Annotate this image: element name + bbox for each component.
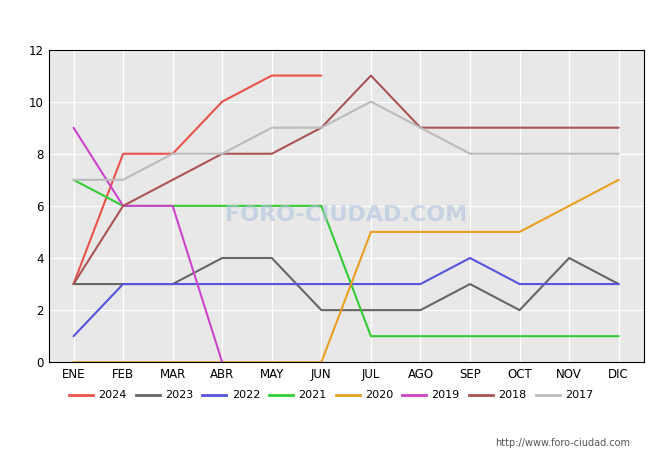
Text: 2018: 2018 (499, 390, 526, 400)
Text: 2024: 2024 (99, 390, 127, 400)
Text: http://www.foro-ciudad.com: http://www.foro-ciudad.com (495, 438, 630, 448)
Text: 2022: 2022 (231, 390, 260, 400)
Text: 2019: 2019 (432, 390, 460, 400)
Text: Afiliados en Puebla de Beleña a 31/5/2024: Afiliados en Puebla de Beleña a 31/5/202… (150, 14, 500, 33)
Text: 2017: 2017 (565, 390, 593, 400)
Text: 2020: 2020 (365, 390, 393, 400)
Text: 2021: 2021 (298, 390, 326, 400)
Text: 2023: 2023 (165, 390, 193, 400)
Text: FORO-CIUDAD.COM: FORO-CIUDAD.COM (225, 205, 467, 225)
